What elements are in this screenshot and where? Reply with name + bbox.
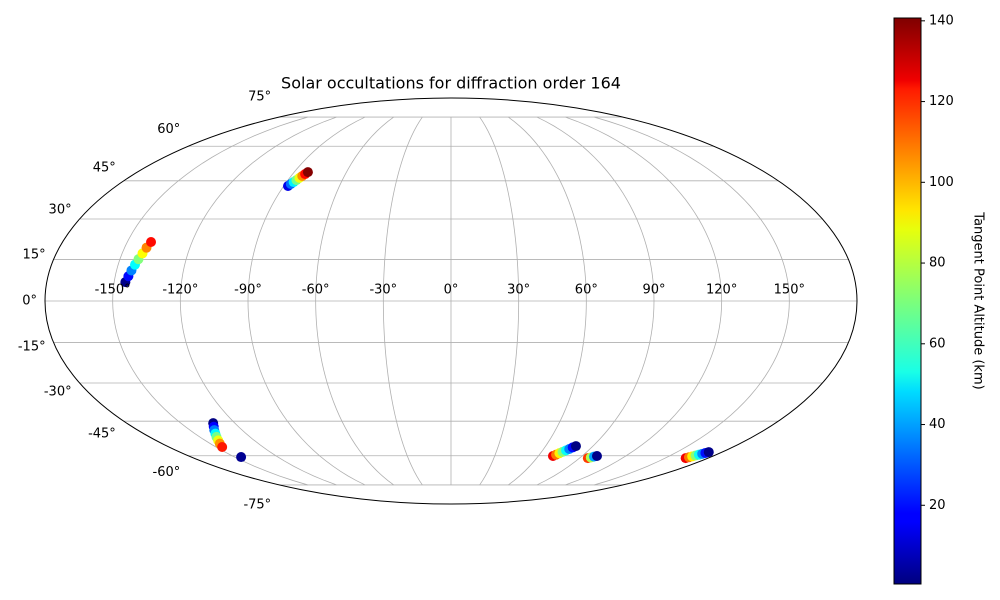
- colorbar-tick-label: 140: [929, 13, 954, 28]
- colorbar-tick-label: 80: [929, 256, 946, 271]
- chart-title: Solar occultations for diffraction order…: [281, 74, 621, 93]
- x-tick-label: 90°: [642, 283, 665, 298]
- x-tick-label: 150°: [774, 283, 805, 298]
- y-tick-label: -45°: [88, 427, 116, 442]
- x-tick-label: -150°: [95, 283, 131, 298]
- colorbar-label: Tangent Point Altitude (km): [971, 211, 986, 389]
- colorbar-tick-label: 20: [929, 498, 946, 513]
- grid-line: [179, 116, 337, 486]
- point: [146, 236, 157, 247]
- point: [591, 450, 602, 461]
- point: [703, 447, 714, 458]
- y-tick-label: 60°: [157, 122, 180, 137]
- x-tick-label: 120°: [706, 283, 737, 298]
- y-tick-label: 45°: [93, 160, 116, 175]
- grid-line: [315, 116, 394, 486]
- y-tick-label: -75°: [243, 497, 271, 512]
- point: [236, 452, 247, 463]
- tick-labels: -150° -120° -90° -60° -30° 0° 30° 60° 90° 120° 150…: [18, 90, 805, 513]
- colorbar-tick-label: 120: [929, 94, 954, 109]
- point: [217, 441, 228, 452]
- point: [302, 167, 313, 178]
- y-tick-label: 0°: [22, 294, 37, 309]
- grid-line: [247, 116, 366, 486]
- colorbar-ticks: 20 40 60 80 100 120 140: [921, 13, 954, 513]
- y-tick-label: -30°: [44, 384, 72, 399]
- colorbar-tick-label: 60: [929, 336, 946, 351]
- y-tick-label: -60°: [153, 465, 181, 480]
- point: [570, 441, 581, 452]
- y-tick-label: -15°: [18, 340, 46, 355]
- x-tick-label: 60°: [575, 283, 598, 298]
- x-tick-label: -60°: [302, 283, 330, 298]
- x-tick-label: -120°: [162, 283, 198, 298]
- grid-line: [565, 116, 723, 486]
- y-tick-label: 30°: [49, 203, 72, 218]
- colorbar: [893, 17, 922, 585]
- grid-line: [594, 116, 790, 486]
- points: [120, 167, 714, 464]
- x-tick-label: -30°: [369, 283, 397, 298]
- grid-line: [382, 116, 423, 486]
- x-tick-label: -90°: [234, 283, 262, 298]
- grid-line: [508, 116, 587, 486]
- y-tick-label: 15°: [23, 247, 46, 262]
- x-tick-label: 0°: [444, 283, 459, 298]
- grid-line: [112, 116, 308, 486]
- y-tick-label: 75°: [248, 90, 271, 105]
- map-boundary: [44, 97, 858, 505]
- colorbar-tick-label: 100: [929, 175, 954, 190]
- colorbar-tick-label: 40: [929, 417, 946, 432]
- grid: [45, 116, 857, 486]
- x-tick-label: 30°: [507, 283, 530, 298]
- grid-line: [536, 116, 655, 486]
- grid-line: [479, 116, 520, 486]
